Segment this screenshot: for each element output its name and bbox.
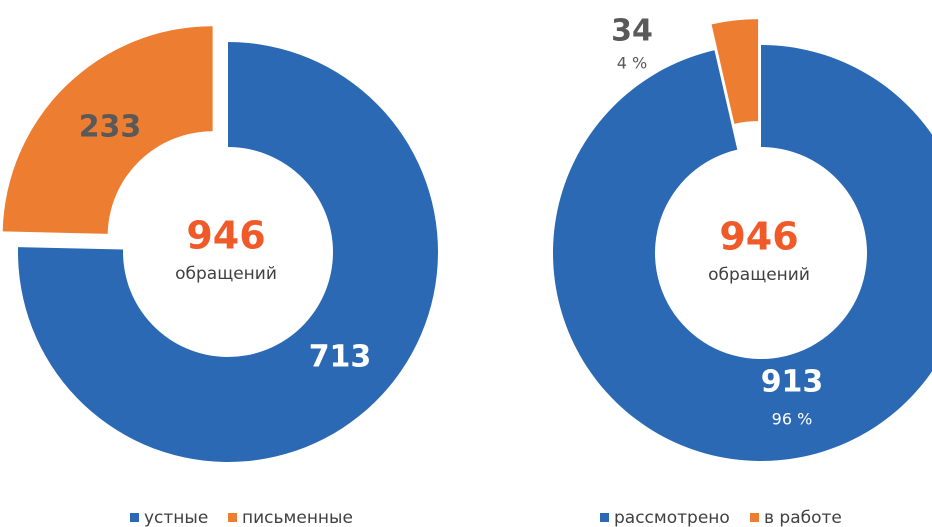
- legend-label: устные: [144, 508, 208, 527]
- legend-label: рассмотрено: [614, 508, 730, 527]
- center-value: 946: [186, 214, 265, 258]
- legend-swatch: [228, 513, 237, 522]
- legend-label: письменные: [242, 508, 353, 527]
- data-label: 713: [309, 340, 372, 375]
- percent-label: 4 %: [617, 54, 647, 73]
- legend-swatch: [130, 513, 139, 522]
- center-label: обращений: [708, 265, 810, 285]
- legend-label: в работе: [764, 508, 842, 527]
- center-label: обращений: [175, 264, 277, 284]
- legend-swatch: [600, 513, 609, 522]
- slice: [18, 42, 439, 462]
- data-label: 913: [761, 365, 824, 400]
- data-label: 233: [79, 110, 142, 145]
- percent-label: 96 %: [772, 410, 813, 429]
- legend-swatch: [750, 513, 759, 522]
- center-value: 946: [719, 215, 798, 259]
- slice: [2, 26, 213, 234]
- slice: [711, 19, 759, 124]
- data-label: 34: [611, 14, 653, 49]
- slice: [553, 45, 932, 461]
